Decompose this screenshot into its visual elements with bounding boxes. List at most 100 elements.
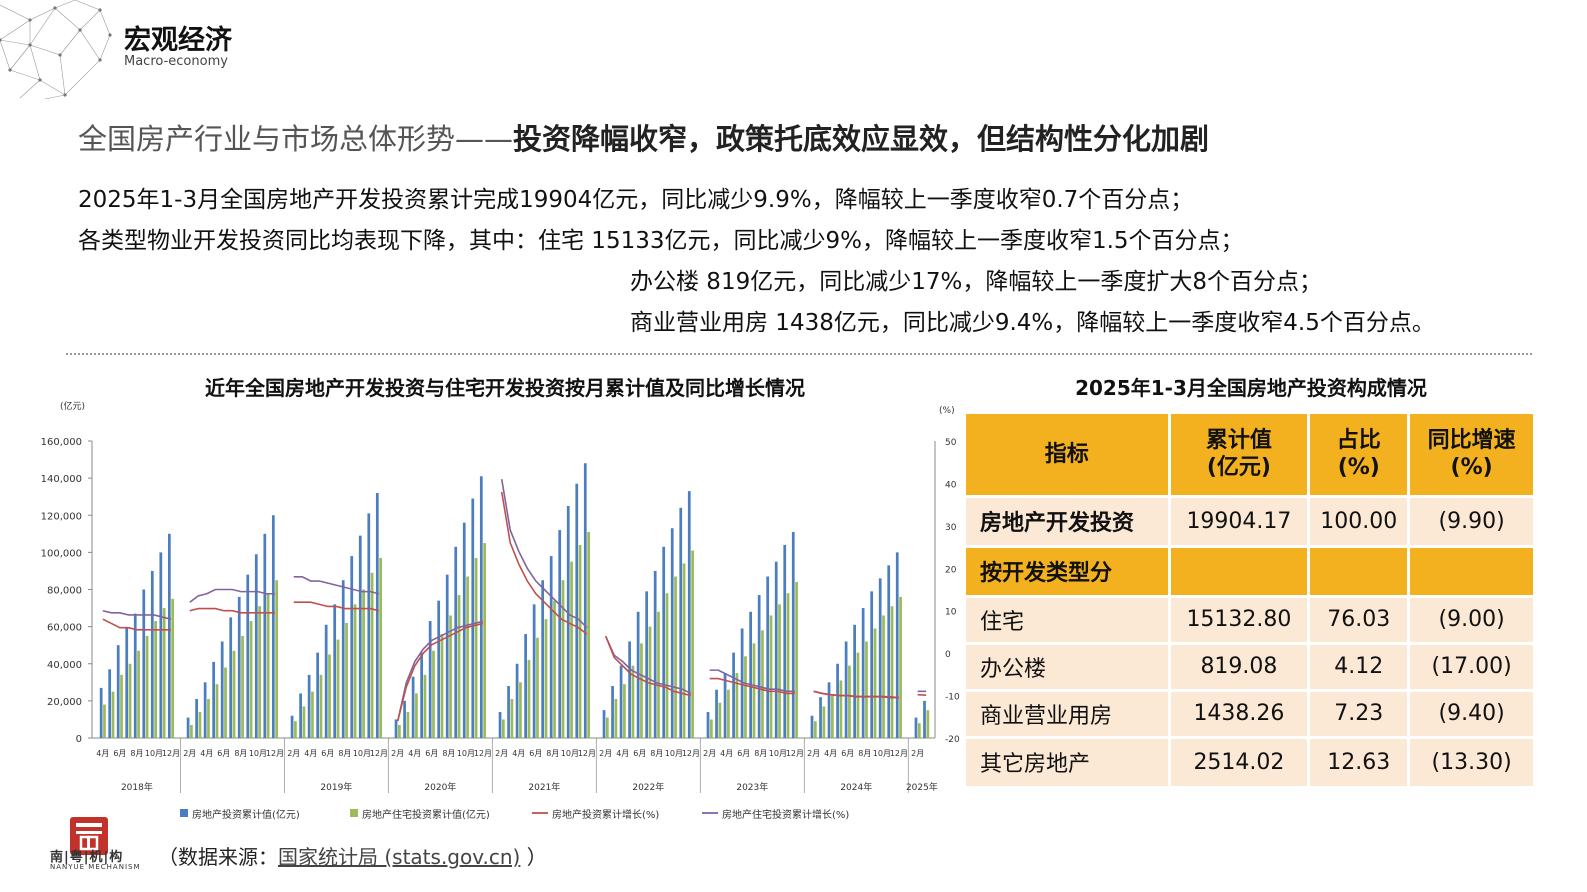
residential-bar (735, 673, 739, 738)
y-left-tick-label: 40,000 (47, 660, 82, 671)
residential-bar (727, 689, 730, 738)
logo-english: NANYUE MECHANISM (50, 863, 141, 871)
table-cell: 房地产开发投资 (966, 496, 1171, 548)
investment-bar (150, 570, 154, 738)
residential-bar (319, 674, 323, 738)
source-link[interactable]: 国家统计局 (stats.gov.cn) (278, 845, 521, 869)
legend-swatch (180, 809, 188, 817)
investment-growth-line (604, 635, 692, 697)
section-title: 宏观经济 (124, 25, 232, 56)
y-right-tick-label: 50 (945, 438, 957, 448)
residential-bar (258, 606, 261, 738)
residential-bar (370, 572, 374, 738)
residential-bar (718, 702, 722, 738)
x-tick-label: 10月 (457, 749, 475, 758)
investment-bar (870, 591, 874, 738)
x-tick-label: 6月 (841, 749, 854, 758)
investment-bar (333, 604, 337, 738)
x-tick-label: 10月 (873, 749, 891, 758)
investment-bar (186, 717, 190, 738)
table-cell: 819.08 (1169, 643, 1311, 692)
residential-bar (899, 596, 902, 738)
residential-growth-line (500, 479, 588, 629)
residential-bar (831, 695, 834, 738)
residential-bar (744, 656, 747, 738)
residential-bar (198, 712, 202, 738)
residential-bar (275, 580, 279, 738)
x-tick-label: 4月 (304, 749, 317, 758)
investment-bar (324, 624, 328, 738)
investment-bar (108, 669, 112, 738)
table-cell: 76.03 (1308, 596, 1411, 645)
residential-bar (761, 630, 764, 738)
residential-bar (120, 674, 123, 738)
y-right-unit: (%) (939, 406, 955, 416)
residential-bar (510, 699, 514, 738)
investment-bar (116, 645, 120, 738)
table-row: 商业营业用房 1438.26 7.23 (9.40) (966, 690, 1536, 739)
table-row: 房地产开发投资 19904.17 100.00 (9.90) (966, 496, 1536, 548)
residential-bar (709, 719, 713, 738)
dotted-divider (66, 353, 1532, 355)
x-tick-label: 10月 (561, 749, 579, 758)
residential-bar (606, 717, 609, 738)
x-tick-label: 12月 (162, 749, 180, 758)
investment-bar (471, 498, 475, 738)
y-left-tick-label: 140,000 (41, 474, 82, 485)
investment-bar (159, 552, 163, 738)
investment-bar (133, 613, 137, 738)
investment-bar (810, 715, 814, 738)
year-label: 2018年 (121, 781, 153, 793)
table-cell: (17.00) (1408, 643, 1536, 692)
year-label: 2020年 (424, 781, 456, 793)
residential-bar (848, 665, 851, 738)
investment-bar (246, 574, 250, 738)
investment-bar (507, 686, 510, 738)
investment-bar (878, 578, 882, 738)
residential-bar (137, 650, 140, 738)
table-header: 同比增速 (%) (1408, 414, 1536, 498)
residential-bar (311, 691, 314, 738)
x-tick-label: 8月 (442, 749, 455, 758)
investment-bar (583, 463, 587, 738)
x-tick-label: 6月 (425, 749, 438, 758)
residential-bar (302, 706, 306, 738)
x-tick-label: 12月 (786, 749, 804, 758)
residential-bar (457, 595, 461, 738)
investment-bar (237, 596, 241, 738)
investment-growth-line (189, 607, 275, 614)
x-tick-label: 6月 (737, 749, 750, 758)
table-header: 占比 (%) (1308, 414, 1411, 498)
chart-title: 近年全国房地产开发投资与住宅开发投资按月累计值及同比增长情况 (205, 376, 805, 400)
residential-growth-line (396, 620, 484, 722)
investment-bar (316, 652, 320, 738)
residential-bar (822, 706, 826, 738)
residential-bar (648, 626, 652, 738)
x-tick-label: 10月 (353, 749, 371, 758)
investment-bar (454, 546, 458, 738)
summary-block: 2025年1-3月全国房地产开发投资累计完成19904亿元，同比减少9.9%，降… (78, 180, 1558, 344)
x-tick-label: 12月 (682, 749, 700, 758)
residential-bar (813, 721, 817, 738)
year-label: 2022年 (632, 781, 664, 793)
residential-bar (674, 576, 677, 738)
investment-bar (740, 628, 744, 738)
headline: 全国房产行业与市场总体形势——投资降幅收窄，政策托底效应显效，但结构性分化加剧 (78, 116, 1209, 158)
y-right-tick-label: 20 (945, 565, 957, 575)
table-section-row: 按开发类型分 (966, 546, 1536, 598)
source-prefix: （数据来源： (158, 845, 278, 869)
y-right-tick-label: 40 (945, 480, 957, 490)
x-tick-label: 6月 (321, 749, 334, 758)
investment-bar (195, 699, 198, 738)
table-cell: 7.23 (1308, 690, 1411, 739)
y-left-tick-label: 20,000 (47, 697, 82, 708)
investment-bar (229, 617, 233, 738)
source-suffix: ） (520, 845, 547, 869)
investment-bar (853, 624, 856, 738)
summary-line: 商业营业用房 1438亿元，同比减少9.4%，降幅较上一季度收窄4.5个百分点。 (630, 310, 1435, 336)
residential-bar (154, 621, 157, 738)
investment-bar (827, 682, 831, 738)
residential-bar (379, 557, 383, 738)
residential-bar (502, 719, 505, 738)
investment-bar (437, 600, 441, 738)
